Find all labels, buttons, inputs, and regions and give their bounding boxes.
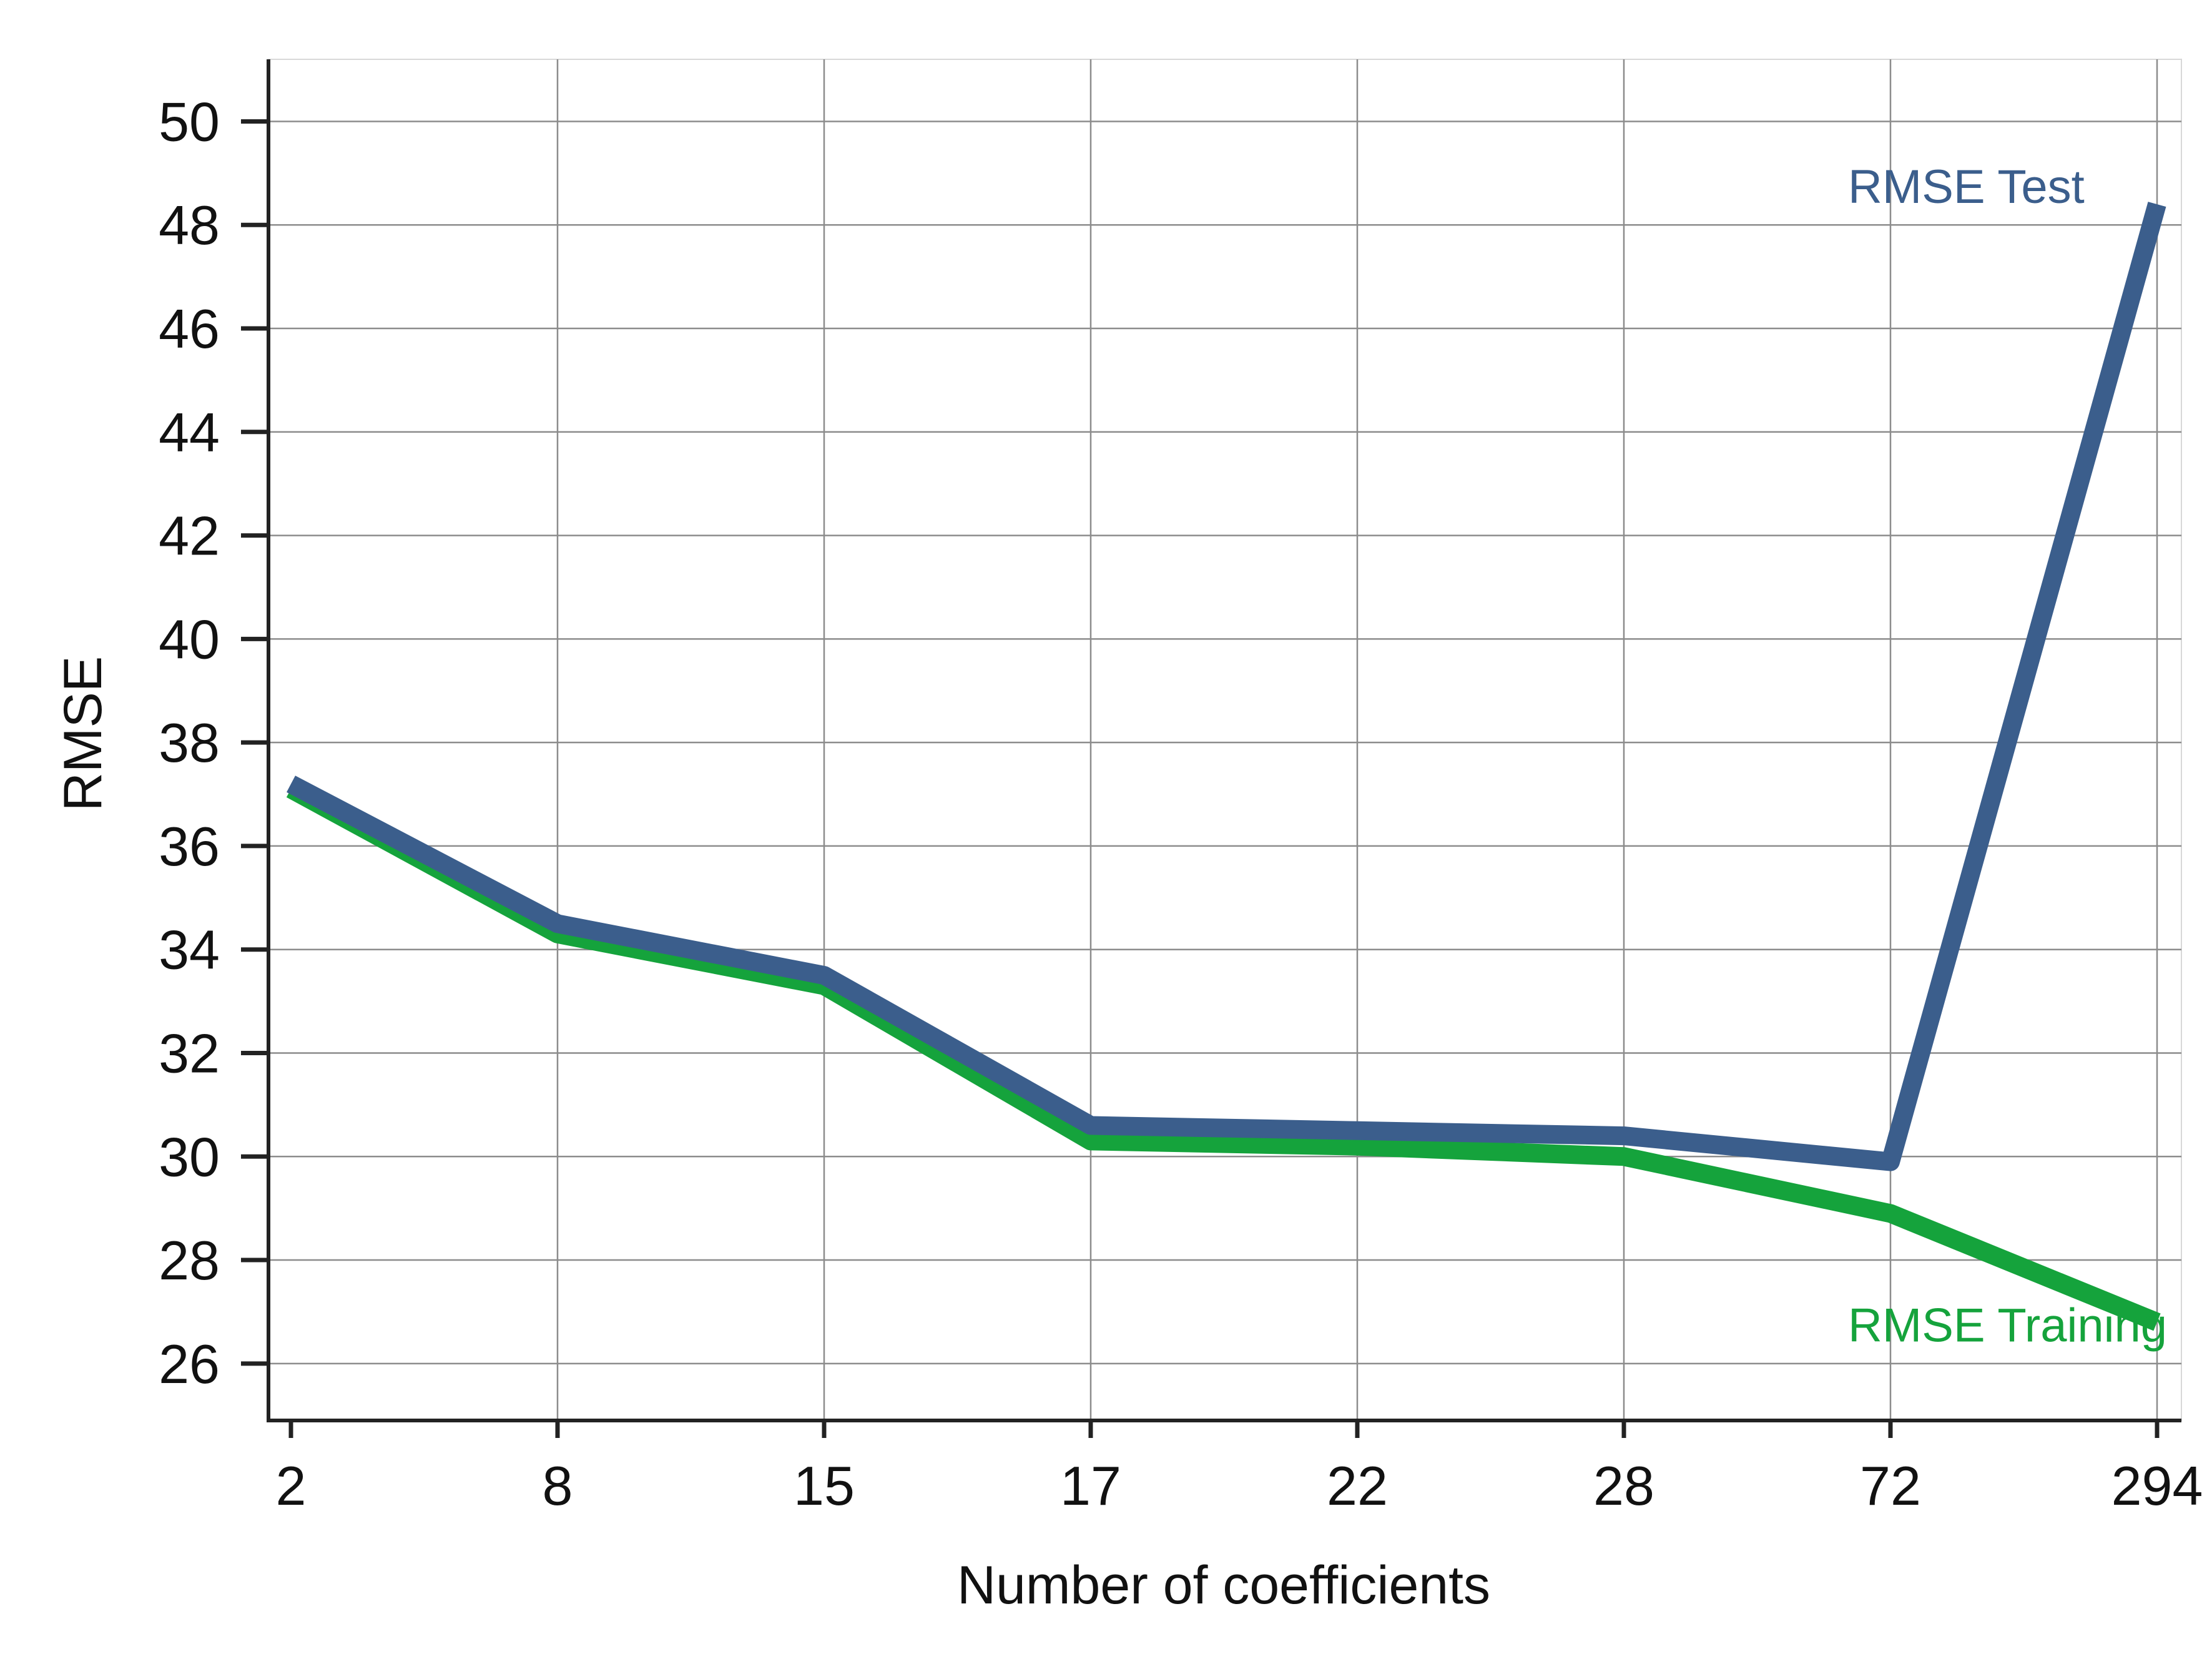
vertical-gridlines — [556, 59, 2158, 1420]
series-label-rmse-test: RMSE Test — [1848, 160, 2085, 214]
x-tick-label: 28 — [1593, 1455, 1654, 1517]
x-tick-label: 22 — [1327, 1455, 1388, 1517]
x-tick-label: 72 — [1860, 1455, 1921, 1517]
horizontal-gridlines — [268, 121, 2181, 1365]
y-tick-label: 50 — [159, 91, 220, 152]
y-tick-label: 44 — [159, 401, 220, 463]
y-tick-labels: 26 28 30 32 34 36 38 40 42 44 46 48 50 — [159, 91, 220, 1394]
series-lines — [286, 202, 2166, 1331]
x-tick-label: 8 — [543, 1455, 573, 1517]
y-tick-label: 40 — [159, 608, 220, 670]
x-tick-label: 294 — [2111, 1455, 2203, 1517]
y-tick-label: 32 — [159, 1022, 220, 1084]
axes — [241, 59, 2181, 1438]
y-axis-label: RMSE — [53, 656, 113, 811]
y-tick-label: 46 — [159, 298, 220, 360]
x-tick-label: 15 — [794, 1455, 855, 1517]
series-labels: RMSE Training RMSE Test — [1848, 160, 2167, 1352]
y-tick-label: 34 — [159, 919, 220, 981]
y-tick-label: 48 — [159, 194, 220, 256]
x-tick-label: 17 — [1060, 1455, 1121, 1517]
y-tick-label: 38 — [159, 712, 220, 774]
y-tick-label: 42 — [159, 505, 220, 567]
x-axis-label: Number of coefficients — [957, 1555, 1490, 1615]
x-tick-labels: 2 8 15 17 22 28 72 294 — [276, 1455, 2203, 1517]
y-tick-label: 36 — [159, 815, 220, 877]
y-tick-label: 26 — [159, 1333, 220, 1395]
series-line-rmse-training — [286, 780, 2161, 1331]
y-tick-label: 28 — [159, 1229, 220, 1291]
series-line-rmse-test — [287, 202, 2166, 1171]
plot-area — [268, 59, 2182, 1421]
series-label-rmse-training: RMSE Training — [1848, 1299, 2167, 1352]
x-tick-label: 2 — [276, 1455, 307, 1517]
y-tick-label: 30 — [159, 1126, 220, 1188]
